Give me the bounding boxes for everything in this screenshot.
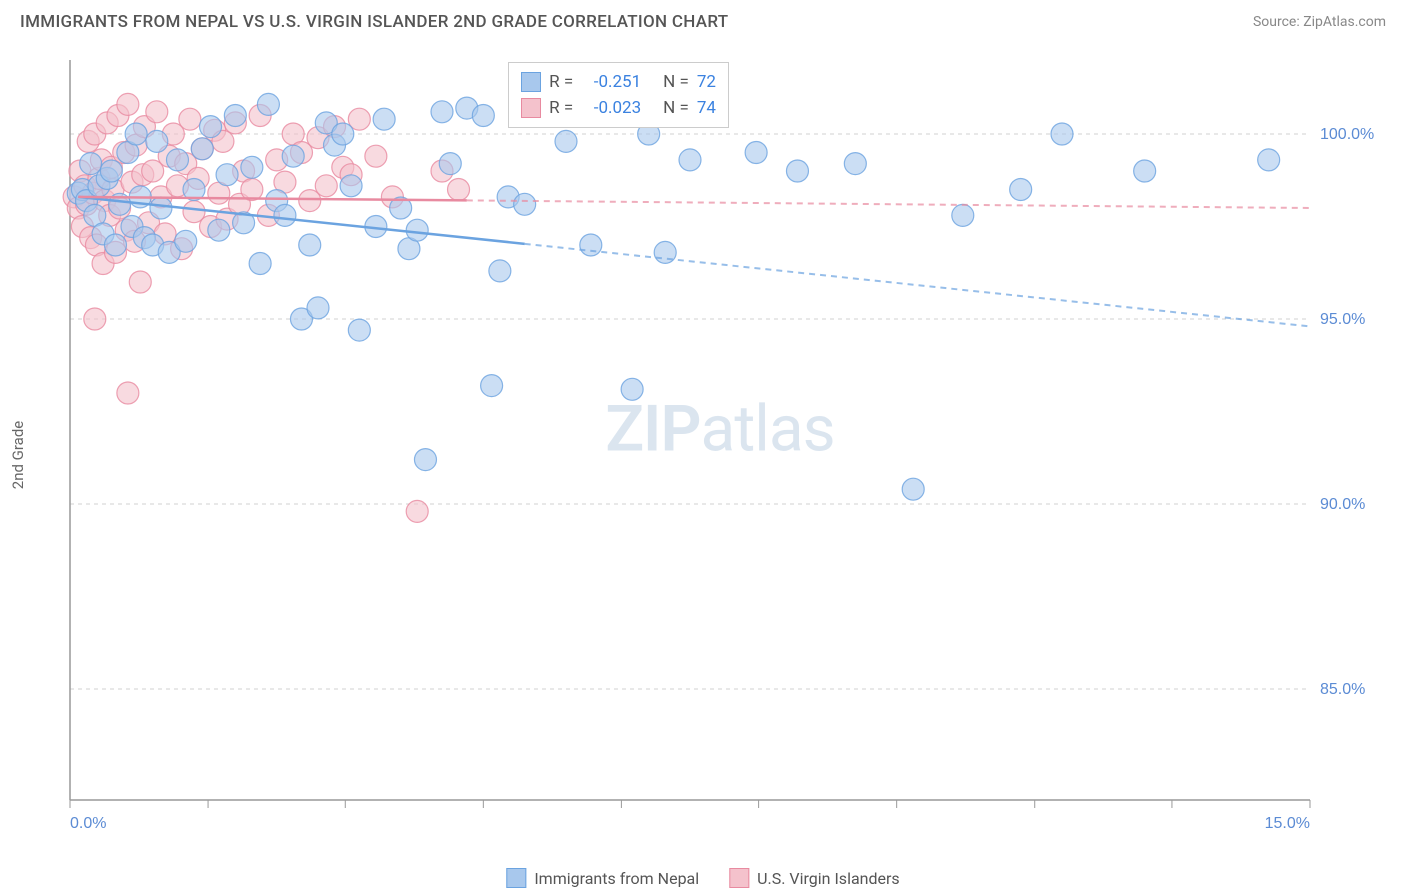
stats-legend-row: R =-0.251N =72 — [521, 69, 716, 95]
legend-item-usvi: U.S. Virgin Islanders — [729, 868, 900, 888]
stats-legend-row: R =-0.023N =74 — [521, 95, 716, 121]
legend-swatch-usvi — [729, 868, 749, 888]
svg-text:90.0%: 90.0% — [1320, 496, 1365, 513]
legend-label-nepal: Immigrants from Nepal — [534, 869, 699, 888]
svg-text:95.0%: 95.0% — [1320, 311, 1365, 328]
legend-item-nepal: Immigrants from Nepal — [506, 868, 699, 888]
svg-text:15.0%: 15.0% — [1265, 815, 1310, 832]
chart-header: IMMIGRANTS FROM NEPAL VS U.S. VIRGIN ISL… — [0, 0, 1406, 40]
chart-title: IMMIGRANTS FROM NEPAL VS U.S. VIRGIN ISL… — [20, 12, 728, 32]
chart-container: 85.0%90.0%95.0%100.0%0.0%15.0% ZIPatlas … — [60, 50, 1380, 840]
scatter-plot: 85.0% 90.0% 95.0% 100.0% 0.0% 15.0% — [60, 50, 1380, 840]
y-axis-label: 2nd Grade — [9, 421, 27, 489]
chart-source: Source: ZipAtlas.com — [1253, 14, 1386, 30]
svg-text:0.0%: 0.0% — [70, 815, 106, 832]
legend-label-usvi: U.S. Virgin Islanders — [757, 869, 900, 888]
bottom-legend: Immigrants from Nepal U.S. Virgin Island… — [506, 868, 899, 888]
svg-text:85.0%: 85.0% — [1320, 681, 1365, 698]
stats-legend: R =-0.251N =72R =-0.023N =74 — [508, 62, 729, 128]
svg-text:100.0%: 100.0% — [1320, 126, 1374, 143]
legend-swatch-nepal — [506, 868, 526, 888]
